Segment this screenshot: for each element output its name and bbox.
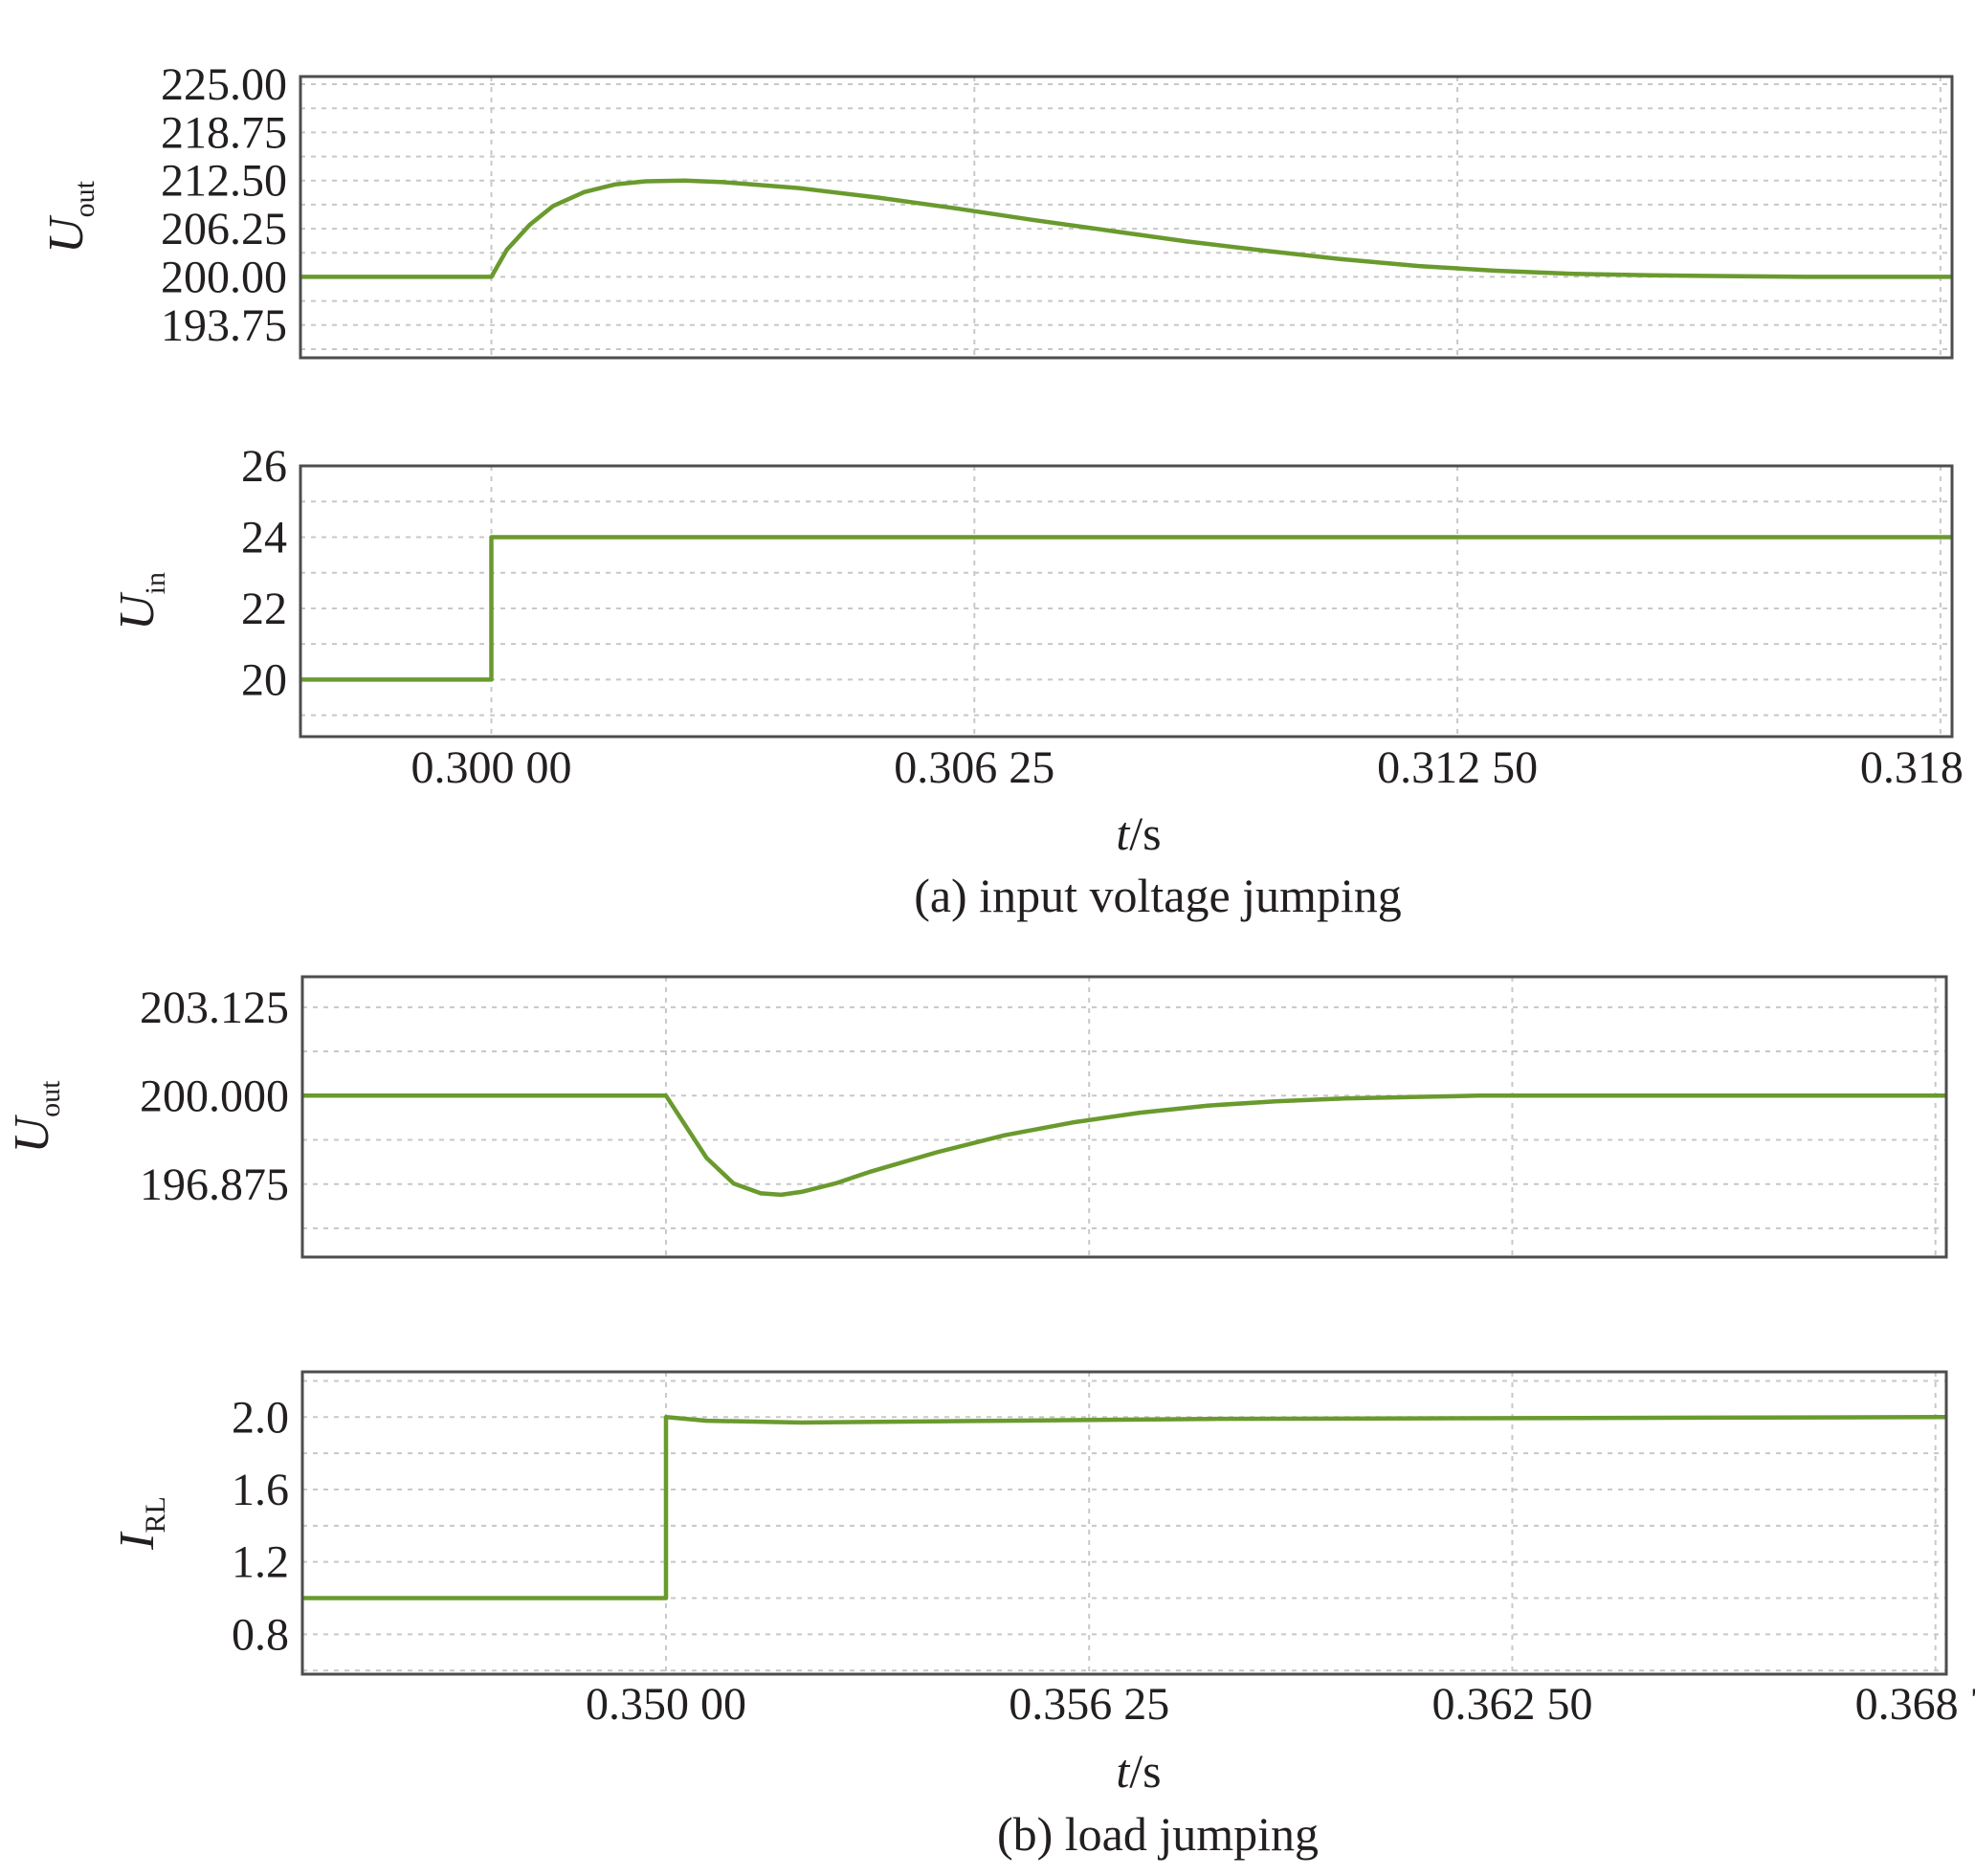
- panel-a-uin: 26 24 22 20 0.300 00 0.306 25 0.312 50 0.318 75…: [110, 441, 1975, 793]
- caption-b: (b) load jumping: [996, 1807, 1320, 1861]
- y-tick-label: 20: [241, 654, 287, 705]
- x-tick-label: 0.356 25: [1009, 1679, 1169, 1730]
- y-tick-label: 1.2: [232, 1537, 289, 1588]
- y-axis-label: Uout: [5, 1080, 66, 1154]
- y-tick-label: 200.00: [161, 252, 287, 302]
- x-tick-label: 0.300 00: [411, 742, 571, 793]
- y-axis-label: IRL: [110, 1496, 171, 1551]
- y-tick-label: 196.875: [140, 1159, 289, 1210]
- y-tick-label: 22: [241, 584, 287, 634]
- x-tick-label: 0.350 00: [586, 1679, 746, 1730]
- series-line-b-uout: [302, 1093, 1946, 1198]
- plot-frame: [299, 464, 1954, 739]
- panel-b-irl: 2.0 1.6 1.2 0.8 0.350 00 0.356 25 0.362 50 0.36…: [110, 1370, 1975, 1730]
- series-line-b-irl: [302, 1415, 1946, 1600]
- x-tick-label: 0.362 50: [1431, 1679, 1592, 1730]
- y-tick-label: 193.75: [161, 300, 287, 351]
- y-tick-label: 218.75: [161, 107, 287, 158]
- panel-b-uout: 203.125 200.000 196.875 Uout: [5, 975, 1948, 1259]
- x-tick-label: 0.318 75: [1860, 742, 1975, 793]
- series-line-a-uin: [300, 535, 1952, 682]
- series-line-a-uout: [300, 178, 1952, 279]
- y-tick-label: 225.00: [161, 59, 287, 110]
- xlabel-a-unit: /s: [1129, 806, 1162, 860]
- x-tick-label: 0.368 75: [1855, 1679, 1975, 1730]
- plot-frame: [300, 975, 1948, 1259]
- y-tick-label: 0.8: [232, 1609, 289, 1660]
- y-tick-label: 203.125: [140, 982, 289, 1033]
- y-tick-label: 24: [241, 512, 287, 563]
- y-axis-label: Uin: [110, 572, 171, 630]
- plot-frame: [300, 1370, 1948, 1676]
- y-tick-label: 2.0: [232, 1392, 289, 1443]
- caption-a: (a) input voltage jumping: [914, 869, 1402, 922]
- xlabel-a: t/s: [995, 806, 1282, 861]
- xlabel-a-var: t: [1116, 806, 1130, 860]
- y-tick-label: 26: [241, 441, 287, 492]
- xlabel-b-unit: /s: [1129, 1744, 1162, 1798]
- y-tick-label: 1.6: [232, 1465, 289, 1515]
- y-axis-label: Uout: [39, 180, 100, 254]
- y-tick-label: 206.25: [161, 204, 287, 254]
- x-tick-label: 0.312 50: [1377, 742, 1538, 793]
- xlabel-b-var: t: [1116, 1744, 1130, 1798]
- xlabel-b: t/s: [995, 1743, 1282, 1799]
- plot-frame: [299, 75, 1954, 360]
- y-tick-label: 212.50: [161, 156, 287, 207]
- y-tick-label: 200.000: [140, 1070, 289, 1121]
- x-tick-label: 0.306 25: [894, 742, 1054, 793]
